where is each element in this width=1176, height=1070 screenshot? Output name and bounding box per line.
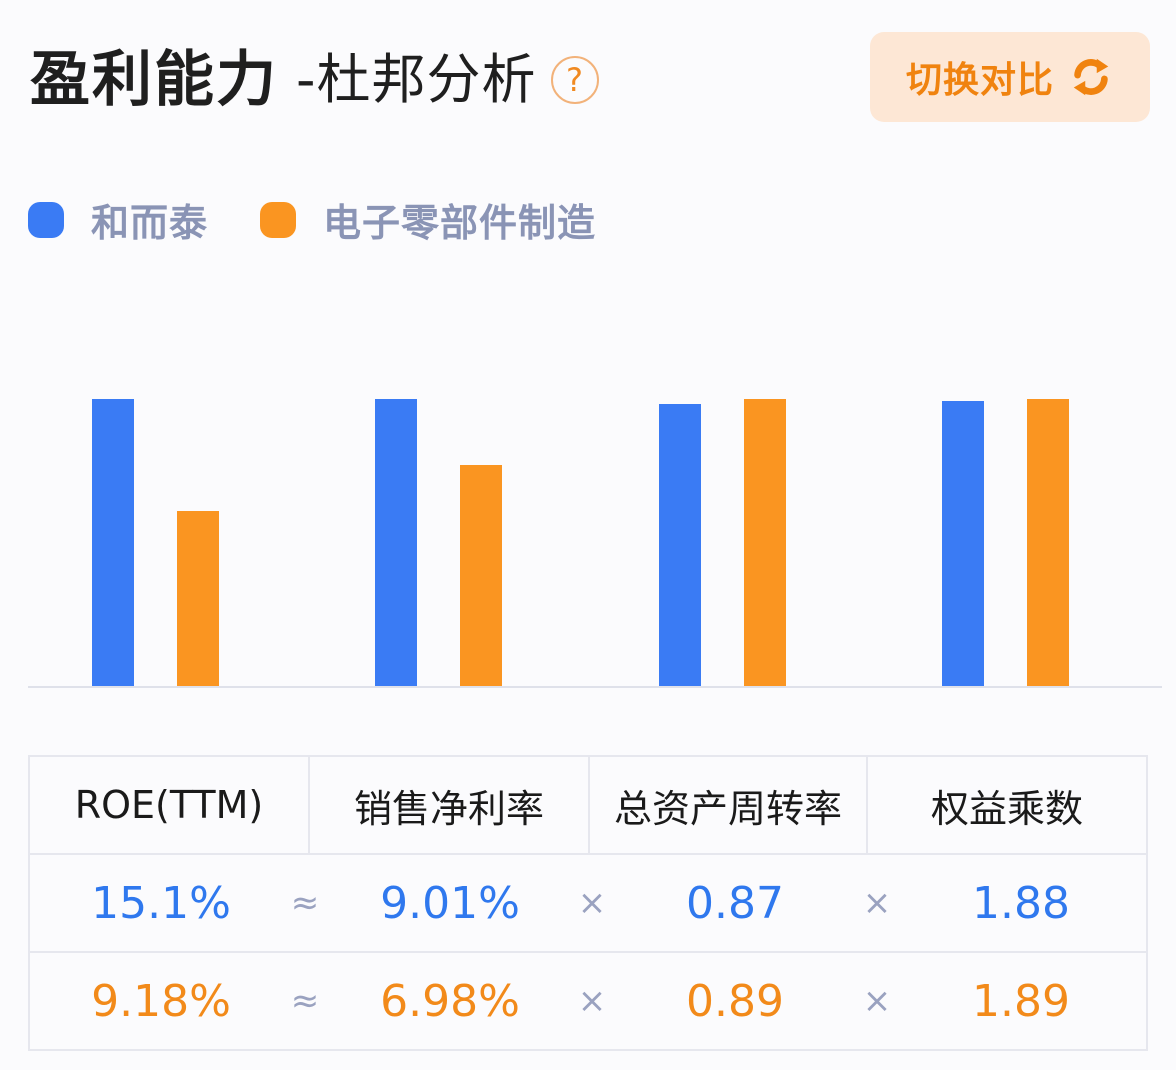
switch-compare-button[interactable]: 切换对比 [870, 32, 1150, 122]
page-title: 盈利能力 [30, 45, 278, 115]
bar-company[interactable] [375, 399, 417, 686]
asset-turnover-value: 0.87 [686, 877, 784, 929]
legend-label: 电子零部件制造 [323, 201, 597, 245]
dupont-table: ROE(TTM) 销售净利率 总资产周转率 权益乘数 15.1% ≈ 9.01%… [28, 755, 1148, 1051]
net-margin-value: 6.98% [380, 975, 520, 1027]
asset-turnover-value: 0.89 [686, 975, 784, 1027]
roe-value: 15.1% [91, 877, 231, 929]
bar-chart [28, 300, 1162, 688]
bar-company[interactable] [942, 401, 984, 686]
approx-icon: ≈ [290, 981, 320, 1021]
column-header-net-margin: 销售净利率 [310, 757, 590, 853]
bar-industry[interactable] [744, 399, 786, 686]
chart-baseline [28, 686, 1162, 688]
legend-label: 和而泰 [91, 201, 209, 245]
legend-item-company: 和而泰 [28, 192, 208, 247]
switch-compare-label: 切换对比 [905, 60, 1054, 101]
legend-item-industry: 电子零部件制造 [260, 192, 596, 247]
multiply-icon: × [577, 981, 607, 1021]
multiply-icon: × [577, 883, 607, 923]
bar-industry[interactable] [460, 465, 502, 686]
page-subtitle: -杜邦分析 [296, 48, 537, 111]
equity-multiplier-value: 1.88 [972, 877, 1070, 929]
legend-dot-icon [260, 201, 297, 238]
bar-company[interactable] [659, 404, 701, 686]
bar-industry[interactable] [1027, 399, 1069, 686]
question-icon[interactable]: ? [550, 56, 599, 104]
net-margin-value: 9.01% [380, 877, 520, 929]
column-header-asset-turnover: 总资产周转率 [590, 757, 868, 853]
refresh-icon [1073, 58, 1109, 96]
roe-value: 9.18% [91, 975, 231, 1027]
table-row: 15.1% ≈ 9.01% × 0.87 × 1.88 [30, 855, 1146, 953]
column-header-roe: ROE(TTM) [30, 757, 310, 853]
table-row: 9.18% ≈ 6.98% × 0.89 × 1.89 [30, 953, 1146, 1049]
column-header-equity-multiplier: 权益乘数 [930, 786, 1083, 831]
multiply-icon: × [862, 883, 892, 923]
bar-company[interactable] [92, 399, 134, 686]
legend-dot-icon [28, 201, 64, 238]
chart-legend: 和而泰 电子零部件制造 [28, 192, 648, 247]
equity-multiplier-value: 1.89 [972, 975, 1070, 1027]
bar-industry[interactable] [177, 511, 219, 686]
approx-icon: ≈ [290, 883, 320, 923]
multiply-icon: × [862, 981, 892, 1021]
table-header: ROE(TTM) 销售净利率 总资产周转率 权益乘数 [30, 757, 1146, 855]
page-header: 盈利能力 -杜邦分析 ? [30, 44, 599, 116]
